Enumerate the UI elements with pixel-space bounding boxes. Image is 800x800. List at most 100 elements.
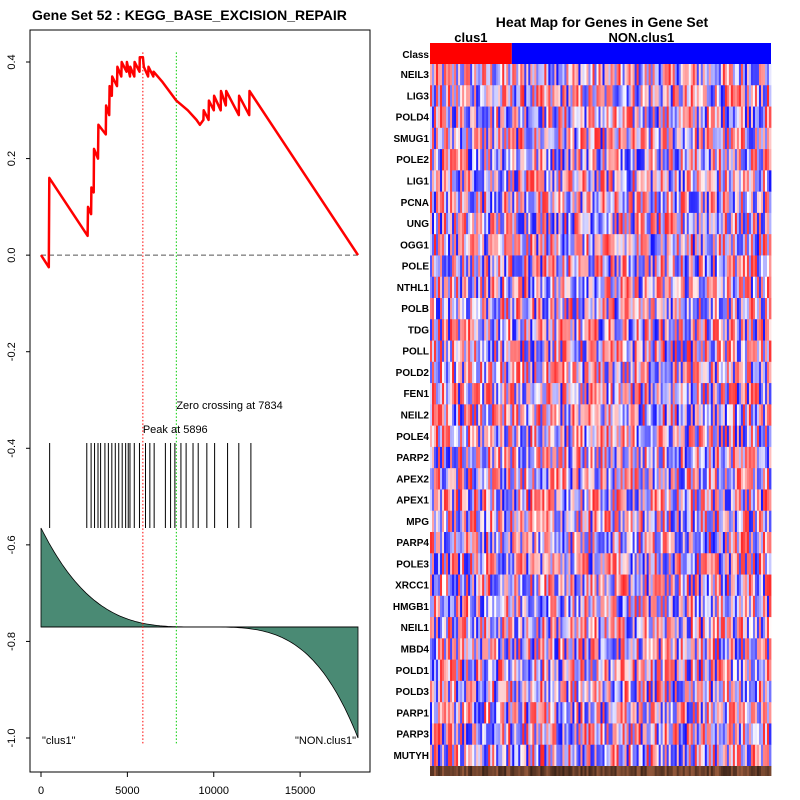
heatmap-cell xyxy=(754,212,758,235)
heatmap-cell xyxy=(698,489,702,512)
heatmap-cell xyxy=(680,255,684,278)
heatmap-cell xyxy=(510,127,513,150)
heatmap-cell xyxy=(502,255,505,278)
heatmap-cell xyxy=(546,340,549,363)
heatmap-cell xyxy=(516,404,519,427)
heatmap-cell xyxy=(430,574,433,597)
heatmap-cell xyxy=(458,191,461,214)
heatmap-cell xyxy=(652,85,656,107)
heatmap-cell xyxy=(648,85,652,107)
heatmap-cell xyxy=(708,446,712,469)
heatmap-cell xyxy=(532,574,535,597)
heatmap-cell xyxy=(478,276,481,299)
heatmap-panel: Heat Map for Genes in Gene Set clus1 NON… xyxy=(393,14,772,776)
heatmap-cell xyxy=(730,617,734,639)
heatmap-cell xyxy=(490,127,493,150)
heatmap-cell xyxy=(696,127,700,150)
heatmap-cell xyxy=(498,574,501,597)
heatmap-cell xyxy=(452,85,455,107)
heatmap-cell xyxy=(756,319,760,341)
heatmap-cell xyxy=(606,212,609,235)
heatmap-cell xyxy=(432,212,435,235)
heatmap-cell xyxy=(444,361,447,384)
heatmap-cell xyxy=(578,595,581,618)
heatmap-cell xyxy=(624,553,627,575)
heatmap-cell xyxy=(454,489,457,512)
heatmap-cell xyxy=(664,255,668,278)
heatmap-cell xyxy=(550,553,553,575)
heatmap-cell xyxy=(674,659,678,682)
heatmap-cell xyxy=(498,234,501,256)
heatmap-cell xyxy=(624,383,627,405)
heatmap-cell xyxy=(636,255,640,278)
heatmap-cell xyxy=(698,510,702,533)
heatmap-cell xyxy=(520,638,523,661)
heatmap-cell xyxy=(586,212,589,235)
heatmap-cell xyxy=(432,446,435,469)
heatmap-cell xyxy=(642,489,646,512)
heatmap-cell xyxy=(622,64,625,86)
heatmap-cell xyxy=(768,595,772,618)
heatmap-cell xyxy=(636,149,640,171)
heatmap-cell xyxy=(430,85,433,107)
heatmap-cell xyxy=(720,85,724,107)
heatmap-cell xyxy=(680,617,684,639)
heatmap-cell xyxy=(716,298,720,320)
heatmap-cell xyxy=(728,234,732,256)
heatmap-cell xyxy=(582,276,585,299)
heatmap-cell xyxy=(742,638,746,661)
heatmap-cell xyxy=(502,489,505,512)
heatmap-cell xyxy=(706,489,710,512)
heatmap-cell xyxy=(584,106,587,129)
heatmap-cell xyxy=(576,298,579,320)
heatmap-cell xyxy=(536,149,539,171)
heatmap-cell xyxy=(700,85,704,107)
heatmap-cell xyxy=(592,319,595,341)
heatmap-cell xyxy=(520,404,523,427)
heatmap-cell xyxy=(624,191,627,214)
heatmap-cell xyxy=(570,255,573,278)
heatmap-cell xyxy=(744,298,748,320)
heatmap-cell xyxy=(534,532,537,554)
heatmap-cell xyxy=(764,64,768,86)
heatmap-cell xyxy=(482,510,485,533)
heatmap-cell xyxy=(754,255,758,278)
heatmap-cell xyxy=(704,149,708,171)
heatmap-cell xyxy=(716,191,720,214)
heatmap-cell xyxy=(724,383,728,405)
heatmap-cell xyxy=(680,319,684,341)
heatmap-cell xyxy=(658,510,662,533)
heatmap-cell xyxy=(444,319,447,341)
heatmap-cell xyxy=(650,532,654,554)
heatmap-cell xyxy=(730,404,734,427)
heatmap-cell xyxy=(496,638,499,661)
heatmap-cell xyxy=(632,574,635,597)
heatmap-cell xyxy=(604,617,607,639)
heatmap-cell xyxy=(664,638,668,661)
heatmap-cell xyxy=(688,446,692,469)
heatmap-cell xyxy=(762,638,766,661)
heatmap-cell xyxy=(598,595,601,618)
heatmap-cell xyxy=(674,255,678,278)
heatmap-cell xyxy=(700,595,704,618)
heatmap-cell xyxy=(738,64,742,86)
heatmap-cell xyxy=(638,276,642,299)
heatmap-cell xyxy=(552,638,555,661)
heatmap-cell xyxy=(458,595,461,618)
heatmap-cell xyxy=(564,468,567,490)
heatmap-cell xyxy=(738,659,742,682)
heatmap-cell xyxy=(446,64,449,86)
heatmap-cell xyxy=(436,340,439,363)
heatmap-cell xyxy=(680,106,684,129)
heatmap-cell xyxy=(534,638,537,661)
heatmap-cell xyxy=(526,574,529,597)
heatmap-cell xyxy=(552,574,555,597)
heatmap-cell xyxy=(624,149,627,171)
heatmap-cell xyxy=(634,574,638,597)
heatmap-cell xyxy=(508,85,511,107)
heatmap-cell xyxy=(758,574,762,597)
heatmap-cell xyxy=(748,64,752,86)
heatmap-cell xyxy=(722,489,726,512)
heatmap-cell xyxy=(602,170,605,193)
heatmap-cell xyxy=(652,276,656,299)
